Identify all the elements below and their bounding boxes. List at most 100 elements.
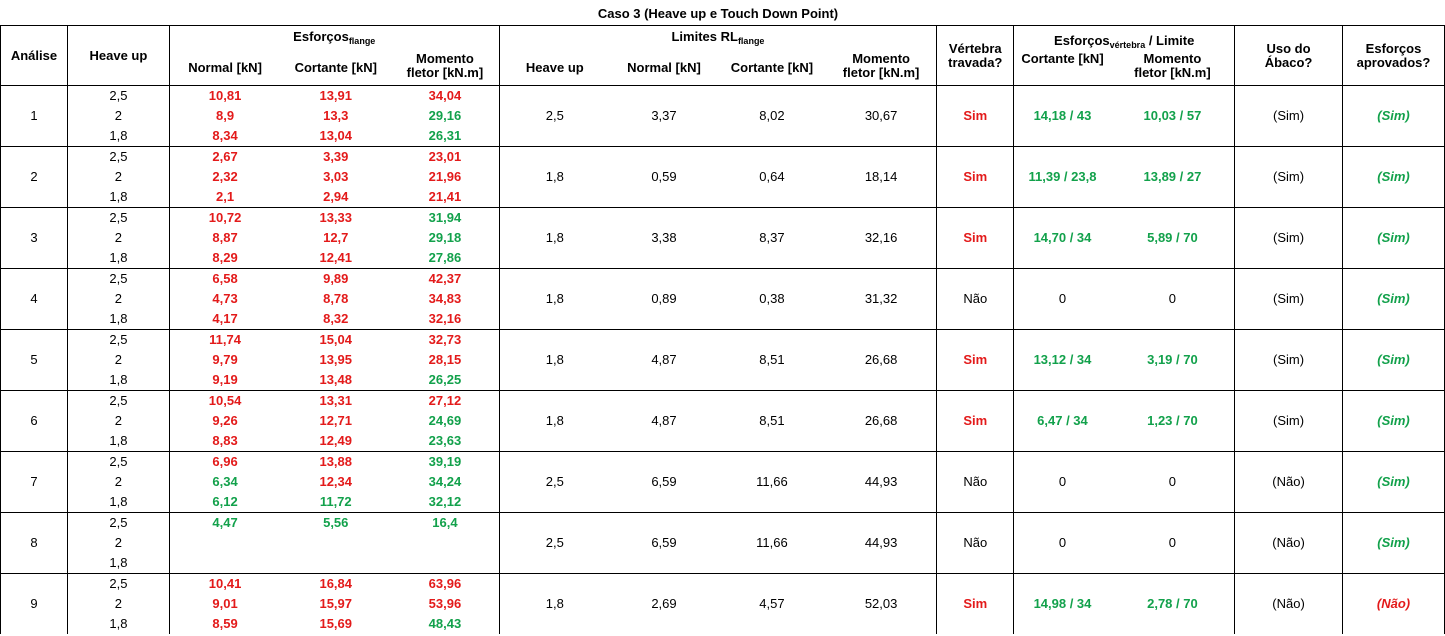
cortante-cell-line: 13,31 — [319, 393, 353, 408]
cortante-cell: 13,33 12,7 12,41 — [280, 207, 392, 269]
limit-momento-cell: 26,68 — [825, 329, 938, 391]
normal-cell-line: 2,1 — [216, 189, 235, 204]
uso-abaco-cell: (Não) — [1234, 573, 1343, 634]
momento-cell-line: 34,24 — [428, 474, 462, 489]
cortante-cell: 3,39 3,03 2,94 — [280, 146, 392, 208]
esforcos-aprovados-cell: (Sim) — [1342, 85, 1445, 147]
momento-cell-line: 26,25 — [428, 372, 462, 387]
vertebra-cortante-cell-value: 6,47 / 34 — [1037, 413, 1088, 428]
cortante-cell-line: 15,69 — [319, 616, 353, 631]
heave-up-cell-line: 1,8 — [109, 433, 128, 448]
cortante-cell-line: 13,88 — [319, 454, 353, 469]
limit-normal-cell: 3,38 — [610, 207, 718, 269]
analise-cell: 8 — [0, 512, 68, 574]
normal-cell-line: 8,83 — [212, 433, 238, 448]
analise-cell: 2 — [0, 146, 68, 208]
cortante-cell: 9,89 8,78 8,32 — [280, 268, 392, 330]
analise-cell: 5 — [0, 329, 68, 391]
heave-up-cell-line: 1,8 — [109, 494, 128, 509]
vertebra-travada-cell: Sim — [936, 207, 1015, 269]
normal-cell: 6,58 4,73 4,17 — [169, 268, 281, 330]
cortante-cell: 13,31 12,71 12,49 — [280, 390, 392, 452]
momento-cell-line: 42,37 — [428, 271, 462, 286]
esforcos-aprovados-cell: (Sim) — [1342, 329, 1445, 391]
heave-up-cell: 2,5 2 1,8 — [67, 85, 170, 147]
limit-heave-up-cell-value: 1,8 — [545, 352, 564, 367]
results-body: 1 2,5 2 1,8 10,81 8,9 8,34 13,91 13,3 13,04 34,04 2… — [0, 85, 1445, 634]
normal-cell-line: 6,12 — [212, 494, 238, 509]
limit-heave-up-cell-value: 1,8 — [545, 230, 564, 245]
limit-heave-up-cell-value: 1,8 — [545, 413, 564, 428]
limit-normal-cell-value: 3,37 — [651, 108, 677, 123]
momento-cell-line: 16,4 — [432, 515, 458, 530]
momento-cell-line: 28,15 — [428, 352, 462, 367]
vertebra-momento-cell: 1,23 / 70 — [1110, 390, 1235, 452]
esforcos-aprovados-cell-value: (Sim) — [1377, 474, 1410, 489]
analise-cell: 4 — [0, 268, 68, 330]
limit-cortante-cell: 0,64 — [717, 146, 826, 208]
heave-up-cell: 2,5 2 1,8 — [67, 268, 170, 330]
cortante-cell-line — [280, 553, 391, 573]
vertebra-cortante-cell: 0 — [1013, 268, 1111, 330]
cortante-cell-line: 12,71 — [319, 413, 353, 428]
heave-up-cell-line: 2 — [114, 108, 123, 123]
esforcos-aprovados-cell: (Sim) — [1342, 207, 1445, 269]
vertebra-cortante-cell: 11,39 / 23,8 — [1013, 146, 1111, 208]
limit-normal-cell-value: 6,59 — [651, 474, 677, 489]
table-title: Caso 3 (Heave up e Touch Down Point) — [597, 6, 839, 21]
vertebra-travada-cell-value: Não — [963, 535, 988, 550]
header-cortante-vertebra: Cortante [kN] — [1013, 47, 1111, 86]
analise-cell: 1 — [0, 85, 68, 147]
vertebra-travada-cell-value: Sim — [963, 169, 988, 184]
vertebra-momento-cell-value: 5,89 / 70 — [1147, 230, 1198, 245]
esforcos-aprovados-cell: (Sim) — [1342, 146, 1445, 208]
heave-up-cell: 2,5 2 1,8 — [67, 207, 170, 269]
normal-cell-line: 8,59 — [212, 616, 238, 631]
uso-abaco-cell-value: (Sim) — [1273, 108, 1305, 123]
heave-up-cell-line: 2 — [114, 474, 123, 489]
vertebra-momento-cell-value: 2,78 / 70 — [1147, 596, 1198, 611]
esforcos-aprovados-cell-value: (Sim) — [1377, 413, 1410, 428]
momento-cell-line: 48,43 — [428, 616, 462, 631]
momento-cell: 42,37 34,83 32,16 — [391, 268, 500, 330]
cortante-cell-line: 13,04 — [319, 128, 353, 143]
header-momento-limit: Momento fletor [kN.m] — [825, 47, 938, 86]
analise-cell-value: 6 — [30, 413, 38, 428]
vertebra-travada-cell: Sim — [936, 573, 1015, 634]
header-normal: Normal [kN] — [169, 47, 281, 86]
momento-cell-line: 32,16 — [428, 311, 462, 326]
momento-cell: 32,73 28,15 26,25 — [391, 329, 500, 391]
analise-cell: 6 — [0, 390, 68, 452]
vertebra-cortante-cell-value: 0 — [1058, 474, 1067, 489]
momento-cell-line: 21,41 — [428, 189, 462, 204]
limit-normal-cell-value: 0,59 — [651, 169, 677, 184]
momento-cell-line: 27,12 — [428, 393, 462, 408]
limit-normal-cell-value: 4,87 — [651, 352, 677, 367]
esforcos-aprovados-cell: (Sim) — [1342, 512, 1445, 574]
header-esforcos-flange: Esforçosflange — [169, 25, 500, 48]
limit-heave-up-cell: 1,8 — [499, 207, 611, 269]
heave-up-cell: 2,5 2 1,8 — [67, 512, 170, 574]
limit-cortante-cell: 0,38 — [717, 268, 826, 330]
normal-cell-line: 9,01 — [212, 596, 238, 611]
limit-heave-up-cell: 2,5 — [499, 85, 611, 147]
normal-cell-line: 2,32 — [212, 169, 238, 184]
vertebra-cortante-cell: 13,12 / 34 — [1013, 329, 1111, 391]
normal-cell: 10,72 8,87 8,29 — [169, 207, 281, 269]
heave-up-cell-line: 2,5 — [109, 149, 128, 164]
header-vertebra-travada: Vértebra travada? — [936, 25, 1015, 86]
normal-cell-line: 10,54 — [208, 393, 242, 408]
vertebra-momento-cell-value: 13,89 / 27 — [1143, 169, 1202, 184]
limit-momento-cell-value: 18,14 — [864, 169, 898, 184]
limit-normal-cell: 3,37 — [610, 85, 718, 147]
cortante-cell-line: 9,89 — [323, 271, 349, 286]
limit-heave-up-cell-value: 2,5 — [545, 108, 564, 123]
limit-cortante-cell-value: 11,66 — [756, 474, 788, 489]
vertebra-cortante-cell-value: 14,98 / 34 — [1033, 596, 1092, 611]
heave-up-cell-line: 2 — [114, 596, 123, 611]
limit-cortante-cell: 8,51 — [717, 329, 826, 391]
vertebra-momento-cell: 10,03 / 57 — [1110, 85, 1235, 147]
vertebra-travada-cell: Não — [936, 451, 1015, 513]
vertebra-momento-cell: 0 — [1110, 451, 1235, 513]
esforcos-aprovados-cell: (Não) — [1342, 573, 1445, 634]
